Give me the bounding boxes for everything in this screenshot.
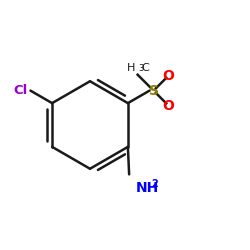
Text: NH: NH — [136, 181, 159, 195]
Text: S: S — [148, 84, 158, 98]
Text: C: C — [142, 62, 150, 72]
Text: 3: 3 — [138, 64, 143, 72]
Text: O: O — [163, 99, 174, 113]
Text: 2: 2 — [151, 180, 158, 190]
Text: H: H — [127, 62, 136, 72]
Text: O: O — [163, 68, 174, 82]
Text: Cl: Cl — [14, 84, 28, 97]
